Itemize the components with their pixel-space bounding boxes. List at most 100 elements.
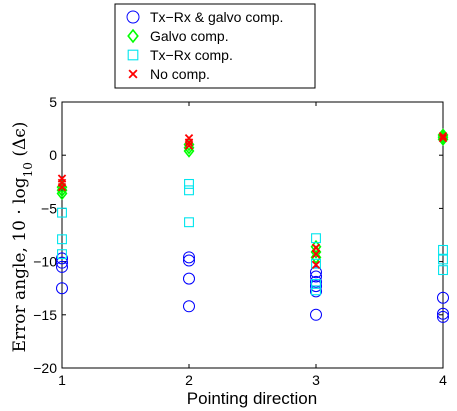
data-point — [184, 217, 194, 228]
circle-shape — [183, 272, 195, 285]
data-point — [183, 251, 195, 264]
axes: 1 2 3 4 −20 −15 −10 −5 0 5 — [33, 94, 447, 388]
data-point — [183, 300, 195, 313]
circle-shape — [126, 10, 140, 24]
legend-label: Tx−Rx comp. — [150, 47, 233, 63]
x-tick-label: 4 — [439, 372, 447, 388]
circle-shape — [183, 254, 195, 267]
square-shape — [184, 185, 194, 196]
x-stroke — [438, 133, 448, 143]
data-point — [57, 207, 67, 218]
data-point — [437, 310, 449, 323]
data-point — [183, 254, 195, 267]
square-shape — [57, 207, 67, 218]
circle-shape — [310, 266, 322, 279]
data-point — [184, 185, 194, 196]
data-point — [311, 233, 321, 244]
square-shape — [127, 49, 139, 61]
data-point — [311, 249, 321, 259]
legend-item: Tx−Rx & galvo comp. — [126, 9, 283, 25]
square-shape — [57, 234, 67, 245]
square-shape — [438, 265, 448, 276]
data-point — [184, 138, 194, 147]
square-shape — [438, 244, 448, 255]
diamond-shape — [127, 28, 139, 44]
square-shape — [57, 249, 67, 260]
data-point — [310, 250, 322, 265]
circle-shape — [437, 310, 449, 323]
y-tick-label: −10 — [33, 254, 57, 270]
square-shape — [311, 258, 321, 269]
legend-item: Tx−Rx comp. — [127, 47, 233, 63]
data-point — [183, 272, 195, 285]
square-shape — [438, 254, 448, 265]
data-point — [57, 249, 67, 260]
legend-item: Galvo comp. — [127, 28, 229, 44]
y-axis-label: Error angle, 10 · log10 (Δϵ) — [10, 122, 35, 353]
square-shape — [311, 285, 321, 296]
data-point — [56, 252, 68, 265]
legend: Tx−Rx & galvo comp. Galvo comp. Tx−Rx comp… — [114, 3, 316, 89]
legend-marker — [127, 28, 139, 44]
data-point — [438, 265, 448, 276]
y-tick-label: 5 — [49, 94, 57, 110]
data-point — [437, 291, 449, 304]
circle-shape — [437, 291, 449, 304]
x-tick-label: 3 — [312, 372, 320, 388]
legend-label: Tx−Rx & galvo comp. — [150, 9, 283, 25]
x-stroke — [57, 182, 67, 192]
y-tick-label: 0 — [49, 147, 57, 163]
square-shape — [184, 217, 194, 228]
data-point — [311, 243, 321, 252]
series-circle — [56, 251, 449, 323]
data-point — [438, 254, 448, 265]
data-point — [310, 280, 322, 293]
x-stroke — [438, 131, 448, 141]
plot-area — [61, 101, 444, 369]
y-tick-label: −20 — [33, 360, 57, 376]
x-stroke — [311, 249, 321, 259]
data-point — [438, 133, 448, 143]
x-tick-label: 2 — [185, 372, 193, 388]
data-point — [311, 258, 321, 269]
y-tick-label: −5 — [41, 200, 57, 216]
circle-shape — [56, 252, 68, 265]
legend-marker — [127, 49, 139, 61]
x-stroke — [128, 69, 138, 79]
legend-marker — [128, 69, 138, 79]
circle-shape — [56, 260, 68, 273]
x-stroke — [311, 243, 321, 252]
y-tick-label: −15 — [33, 307, 57, 323]
data-point — [56, 256, 68, 269]
series-square — [57, 178, 448, 296]
data-point — [310, 266, 322, 279]
circle-shape — [183, 300, 195, 313]
x-axis-label: Pointing direction — [187, 389, 317, 408]
series-x — [57, 131, 448, 270]
data-marks — [56, 128, 449, 323]
square-shape — [311, 278, 321, 289]
data-point — [310, 270, 322, 283]
data-point — [57, 182, 67, 192]
data-point — [184, 178, 194, 189]
legend-label: No comp. — [150, 66, 210, 82]
circle-shape — [56, 256, 68, 269]
circle-shape — [310, 270, 322, 283]
circle-shape — [310, 275, 322, 288]
data-point — [438, 131, 448, 141]
data-point — [437, 307, 449, 320]
x-stroke — [184, 141, 194, 150]
data-point — [311, 260, 321, 270]
data-point — [310, 308, 322, 321]
data-point — [56, 282, 68, 295]
diamond-shape — [310, 250, 322, 265]
circle-shape — [310, 308, 322, 321]
data-point — [57, 234, 67, 245]
data-point — [310, 275, 322, 288]
square-shape — [184, 178, 194, 189]
plot-frame — [61, 101, 444, 369]
data-point — [311, 285, 321, 296]
legend-marker — [126, 10, 140, 24]
circle-shape — [183, 251, 195, 264]
